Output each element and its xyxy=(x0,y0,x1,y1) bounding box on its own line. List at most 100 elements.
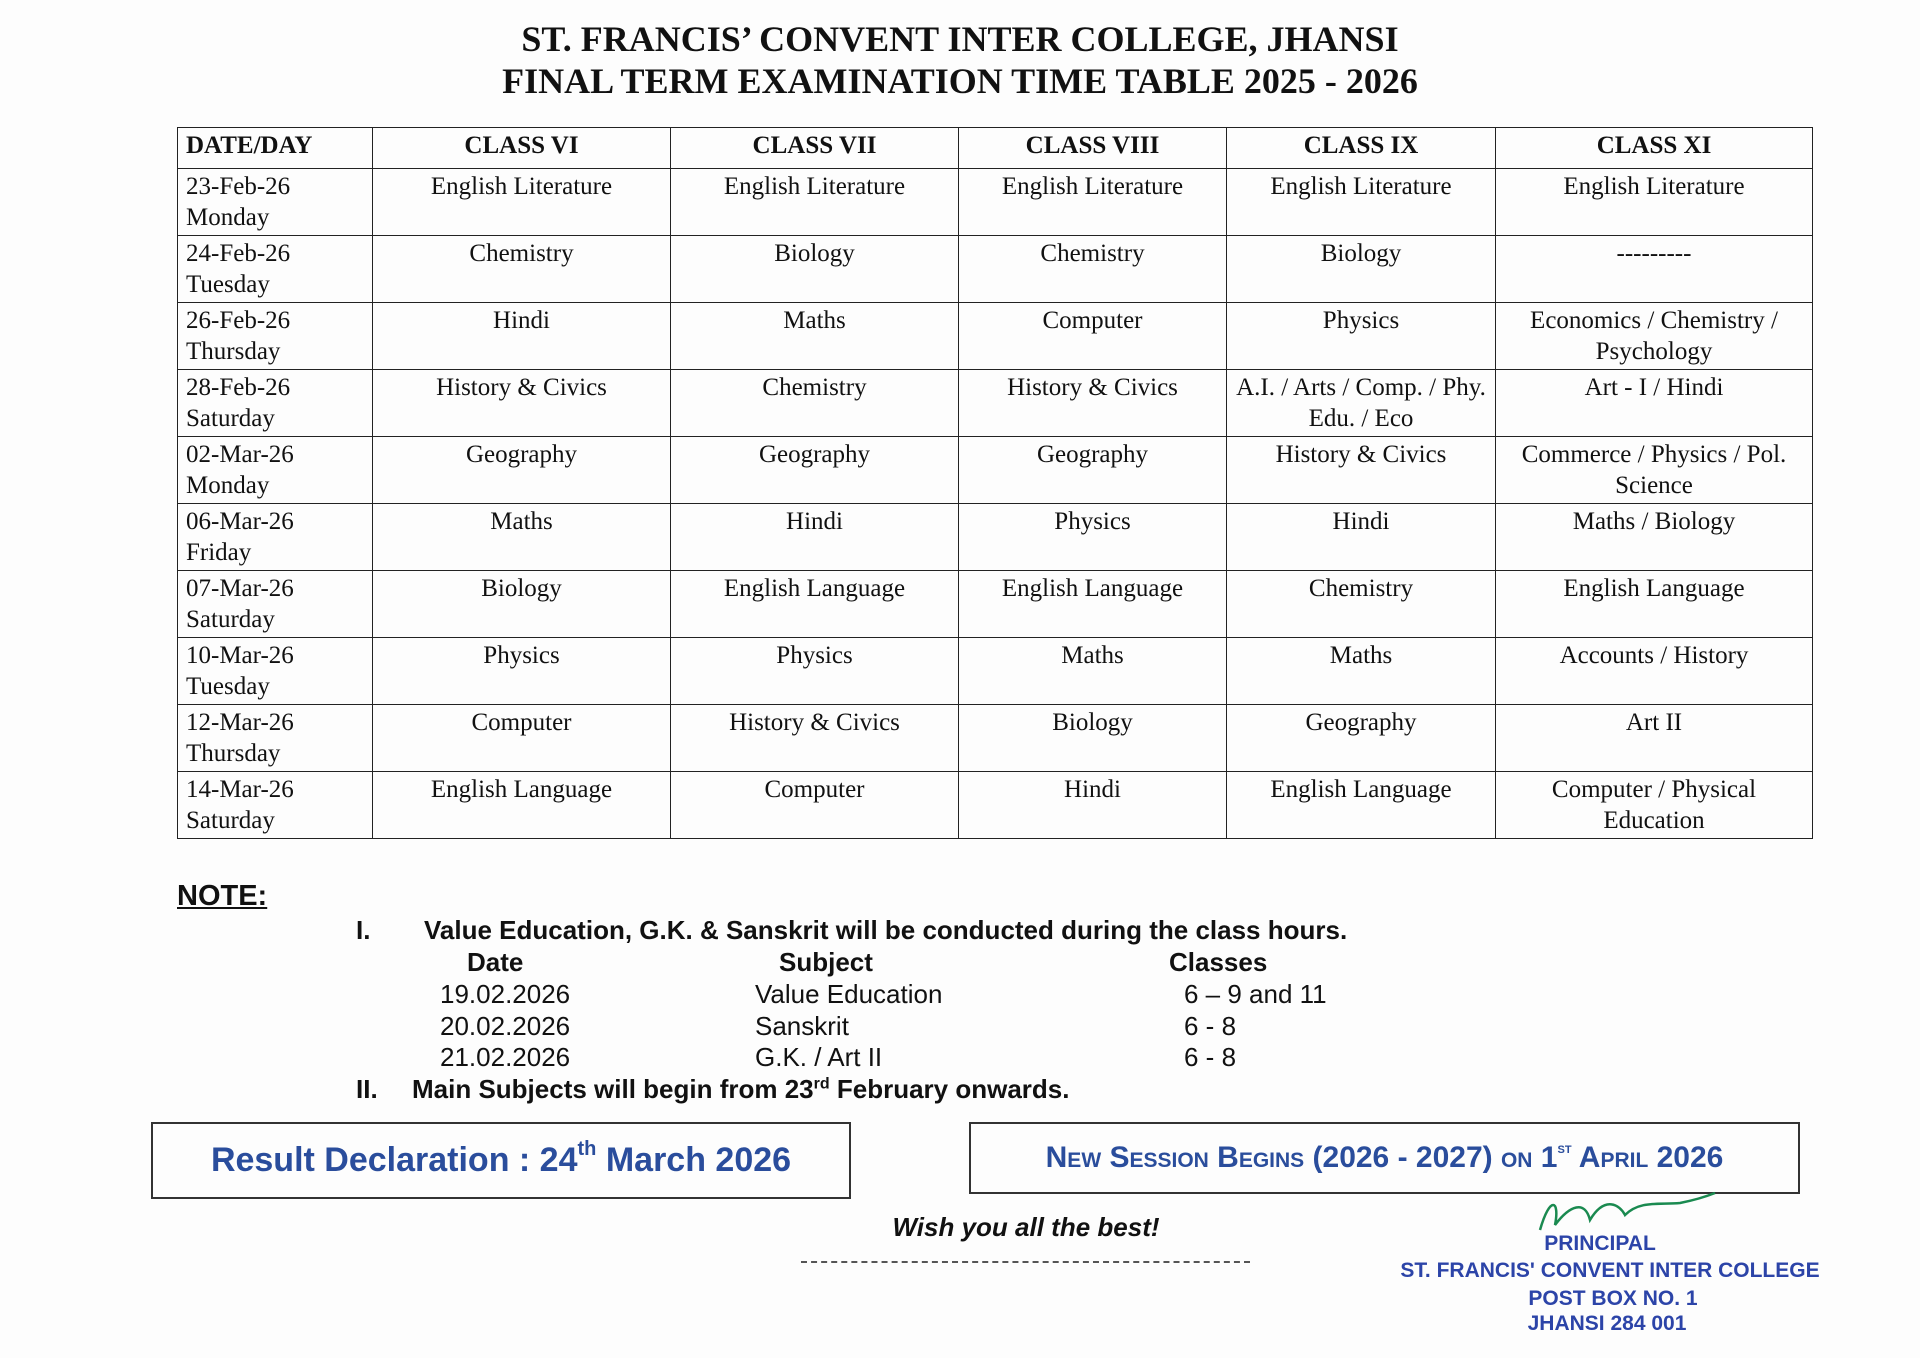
stamp-line: POST BOX NO. 1 xyxy=(1528,1287,1698,1310)
day: Monday xyxy=(186,204,270,231)
header-cell: CLASS XI xyxy=(1495,127,1813,169)
subject-cell: Hindi xyxy=(1226,503,1496,571)
subject-cell: History & Civics xyxy=(372,369,671,437)
sup: st xyxy=(1557,1140,1572,1157)
day: Tuesday xyxy=(186,271,270,298)
schedule-cell: 6 - 8 xyxy=(1184,1010,1237,1041)
row: 12-Mar-26 Thursday Computer History & Civic… xyxy=(177,704,1813,772)
schedule-cell: Value Education xyxy=(755,979,943,1009)
subject-cell: Computer xyxy=(670,771,959,839)
row: 02-Mar-26 Monday Geography Geography Geograp… xyxy=(177,436,1813,504)
stamp-line: JHANSI 284 001 xyxy=(1527,1312,1687,1335)
subject-cell: Maths / Biology xyxy=(1495,503,1813,571)
subject-cell: Physics xyxy=(958,503,1227,571)
text: February onwards. xyxy=(829,1074,1070,1104)
header-cell: CLASS IX xyxy=(1226,127,1496,169)
header-cell: CLASS VIII xyxy=(958,127,1227,169)
stamp-line: ST. FRANCIS' CONVENT INTER COLLEGE xyxy=(1400,1259,1820,1282)
day: Saturday xyxy=(186,606,275,633)
signature xyxy=(1538,1191,1716,1231)
row: 23-Feb-26 Monday English Literature English… xyxy=(177,168,1813,236)
row: 14-Mar-26 Saturday English Language Compute… xyxy=(177,771,1813,839)
schedule-cell: 19.02.2026 xyxy=(440,979,571,1009)
subject-cell: History & Civics xyxy=(958,369,1227,437)
subject-cell: Maths xyxy=(372,503,671,571)
subject-cell: Geography xyxy=(958,436,1227,504)
text: April 2026 xyxy=(1571,1141,1724,1174)
date: 24-Feb-26 xyxy=(186,240,291,267)
row: 28-Feb-26 Saturday History & Civics Chemist… xyxy=(177,369,1813,437)
schedule-cell: 6 – 9 and 11 xyxy=(1184,979,1327,1009)
date-cell: 24-Feb-26 Tuesday xyxy=(177,235,373,303)
subject-cell: English Literature xyxy=(670,168,959,236)
subject-cell: History & Civics xyxy=(670,704,959,772)
subject-cell: Computer / Physical Education xyxy=(1495,771,1813,839)
text: March 2026 xyxy=(596,1141,792,1179)
date-cell: 26-Feb-26 Thursday xyxy=(177,302,373,370)
schedule-header: Classes xyxy=(1169,947,1268,977)
subject-cell: English Literature xyxy=(1495,168,1813,236)
row: 10-Mar-26 Tuesday Physics Physics Maths Maths… xyxy=(177,637,1813,705)
subject-cell: Accounts / History xyxy=(1495,637,1813,705)
date: 06-Mar-26 xyxy=(186,508,294,535)
note-text: Value Education, G.K. & Sanskrit will be… xyxy=(424,915,1348,945)
text: New Session Begins (2026 - 2027) on 1 xyxy=(1045,1141,1558,1174)
date: 14-Mar-26 xyxy=(186,776,294,803)
subject-cell: English Language xyxy=(1226,771,1496,839)
subject-cell: Chemistry xyxy=(670,369,959,437)
date: 12-Mar-26 xyxy=(186,709,294,736)
subject-cell: Physics xyxy=(670,637,959,705)
date-cell: 10-Mar-26 Tuesday xyxy=(177,637,373,705)
subject-cell: English Language xyxy=(958,570,1227,638)
day: Saturday xyxy=(186,405,275,432)
schedule-cell: G.K. / Art II xyxy=(755,1042,883,1072)
date-cell: 02-Mar-26 Monday xyxy=(177,436,373,504)
subject-cell: Biology xyxy=(670,235,959,303)
subject-cell: Biology xyxy=(372,570,671,638)
timetable: DATE/DAY CLASS VI CLASS VII CLASS VIII CLASS… xyxy=(177,127,1813,839)
subject-cell: Geography xyxy=(1226,704,1496,772)
subject-cell: Chemistry xyxy=(1226,570,1496,638)
subject-cell: Geography xyxy=(372,436,671,504)
date-cell: 07-Mar-26 Saturday xyxy=(177,570,373,638)
subject-cell: Biology xyxy=(958,704,1227,772)
subtitle: FINAL TERM EXAMINATION TIME TABLE 2025 -… xyxy=(502,61,1418,101)
date-cell: 23-Feb-26 Monday xyxy=(177,168,373,236)
subject-cell: English Literature xyxy=(958,168,1227,236)
date-cell: 06-Mar-26 Friday xyxy=(177,503,373,571)
subject-cell: Maths xyxy=(958,637,1227,705)
text: Result Declaration : 24 xyxy=(210,1141,578,1179)
header-cell: CLASS VI xyxy=(372,127,671,169)
subject-cell: English Language xyxy=(372,771,671,839)
day: Thursday xyxy=(186,338,281,365)
text: Main Subjects will begin from 23 xyxy=(412,1074,814,1104)
subject-cell: Economics / Chemistry / Psychology xyxy=(1495,302,1813,370)
day: Thursday xyxy=(186,740,281,767)
date: 10-Mar-26 xyxy=(186,642,294,669)
date: 02-Mar-26 xyxy=(186,441,294,468)
date: 28-Feb-26 xyxy=(186,374,291,401)
subject-cell: Chemistry xyxy=(958,235,1227,303)
subject-cell: Physics xyxy=(372,637,671,705)
subject-cell: --------- xyxy=(1495,235,1813,303)
date: 23-Feb-26 xyxy=(186,173,291,200)
subject-cell: Geography xyxy=(670,436,959,504)
wish: Wish you all the best! xyxy=(892,1212,1160,1242)
header-cell: CLASS VII xyxy=(670,127,959,169)
date: 26-Feb-26 xyxy=(186,307,291,334)
subject-cell: Physics xyxy=(1226,302,1496,370)
row: 24-Feb-26 Tuesday Chemistry Biology Chemistr… xyxy=(177,235,1813,303)
schedule-header: Subject xyxy=(779,947,873,977)
row: 06-Mar-26 Friday Maths Hindi Physics Hindi Mat… xyxy=(177,503,1813,571)
subject-cell: Hindi xyxy=(670,503,959,571)
subject-cell: English Literature xyxy=(372,168,671,236)
subject-cell: Maths xyxy=(1226,637,1496,705)
day: Saturday xyxy=(186,807,275,834)
subject-cell: Biology xyxy=(1226,235,1496,303)
schedule-cell: 6 - 8 xyxy=(1184,1042,1237,1072)
day: Tuesday xyxy=(186,673,270,700)
subject-cell: Maths xyxy=(670,302,959,370)
subject-cell: A.I. / Arts / Comp. / Phy. Edu. / Eco xyxy=(1226,369,1496,437)
